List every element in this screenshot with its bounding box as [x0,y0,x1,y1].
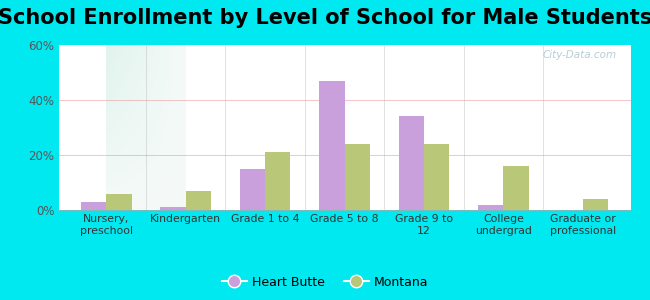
Bar [344,144,370,210]
Bar [160,207,186,210]
Legend: Heart Butte, Montana: Heart Butte, Montana [217,271,433,294]
Bar [240,169,265,210]
Bar [106,194,131,210]
Text: City-Data.com: City-Data.com [542,50,616,60]
Bar [319,81,344,210]
Bar [265,152,291,210]
Bar [81,202,106,210]
Bar [583,199,608,210]
Bar [398,116,424,210]
Bar [424,144,449,210]
Bar [478,205,503,210]
Text: School Enrollment by Level of School for Male Students: School Enrollment by Level of School for… [0,8,650,28]
Bar [503,166,529,210]
Bar [186,191,211,210]
